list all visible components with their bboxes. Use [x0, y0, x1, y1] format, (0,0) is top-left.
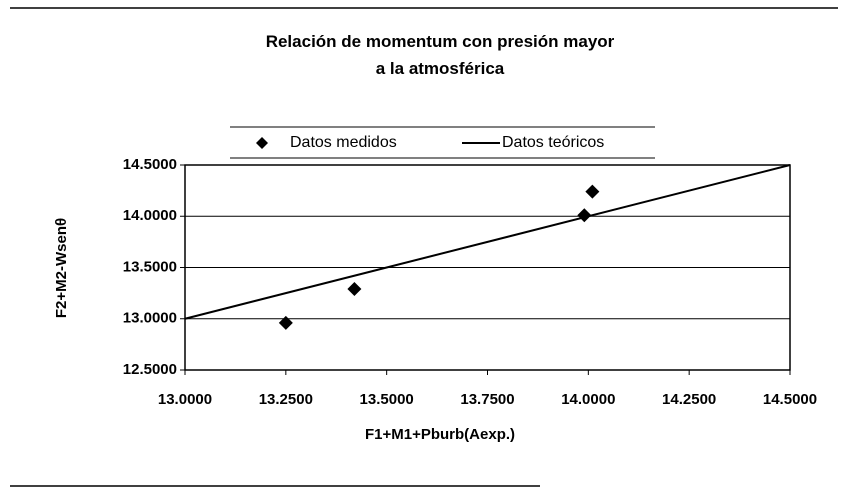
x-tick-label: 13.7500 — [460, 391, 514, 408]
y-tick-label: 14.0000 — [123, 207, 177, 224]
legend-label: Datos teóricos — [502, 134, 604, 151]
x-tick-label: 13.2500 — [259, 391, 313, 408]
x-tick-label: 14.0000 — [561, 391, 615, 408]
y-tick-label: 13.0000 — [123, 310, 177, 327]
x-axis-label: F1+M1+Pburb(Aexp.) — [365, 426, 515, 443]
y-axis-label: F2+M2-Wsenθ — [53, 218, 70, 318]
y-tick-label: 12.5000 — [123, 361, 177, 378]
plot-border — [184, 164, 791, 371]
data-point — [585, 184, 600, 199]
x-tick-label: 14.5000 — [763, 391, 817, 408]
x-tick-label: 14.2500 — [662, 391, 716, 408]
theory-line — [184, 164, 791, 320]
legend-swatch — [256, 137, 268, 149]
data-point — [347, 282, 362, 297]
legend-label: Datos medidos — [290, 134, 397, 151]
chart-title: Relación de momentum con presión mayor a… — [265, 32, 615, 78]
y-tick-label: 14.5000 — [123, 156, 177, 173]
x-tick-label: 13.5000 — [360, 391, 414, 408]
x-tick-label: 13.0000 — [158, 391, 212, 408]
y-tick-label: 13.5000 — [123, 258, 177, 275]
data-point — [278, 315, 293, 330]
